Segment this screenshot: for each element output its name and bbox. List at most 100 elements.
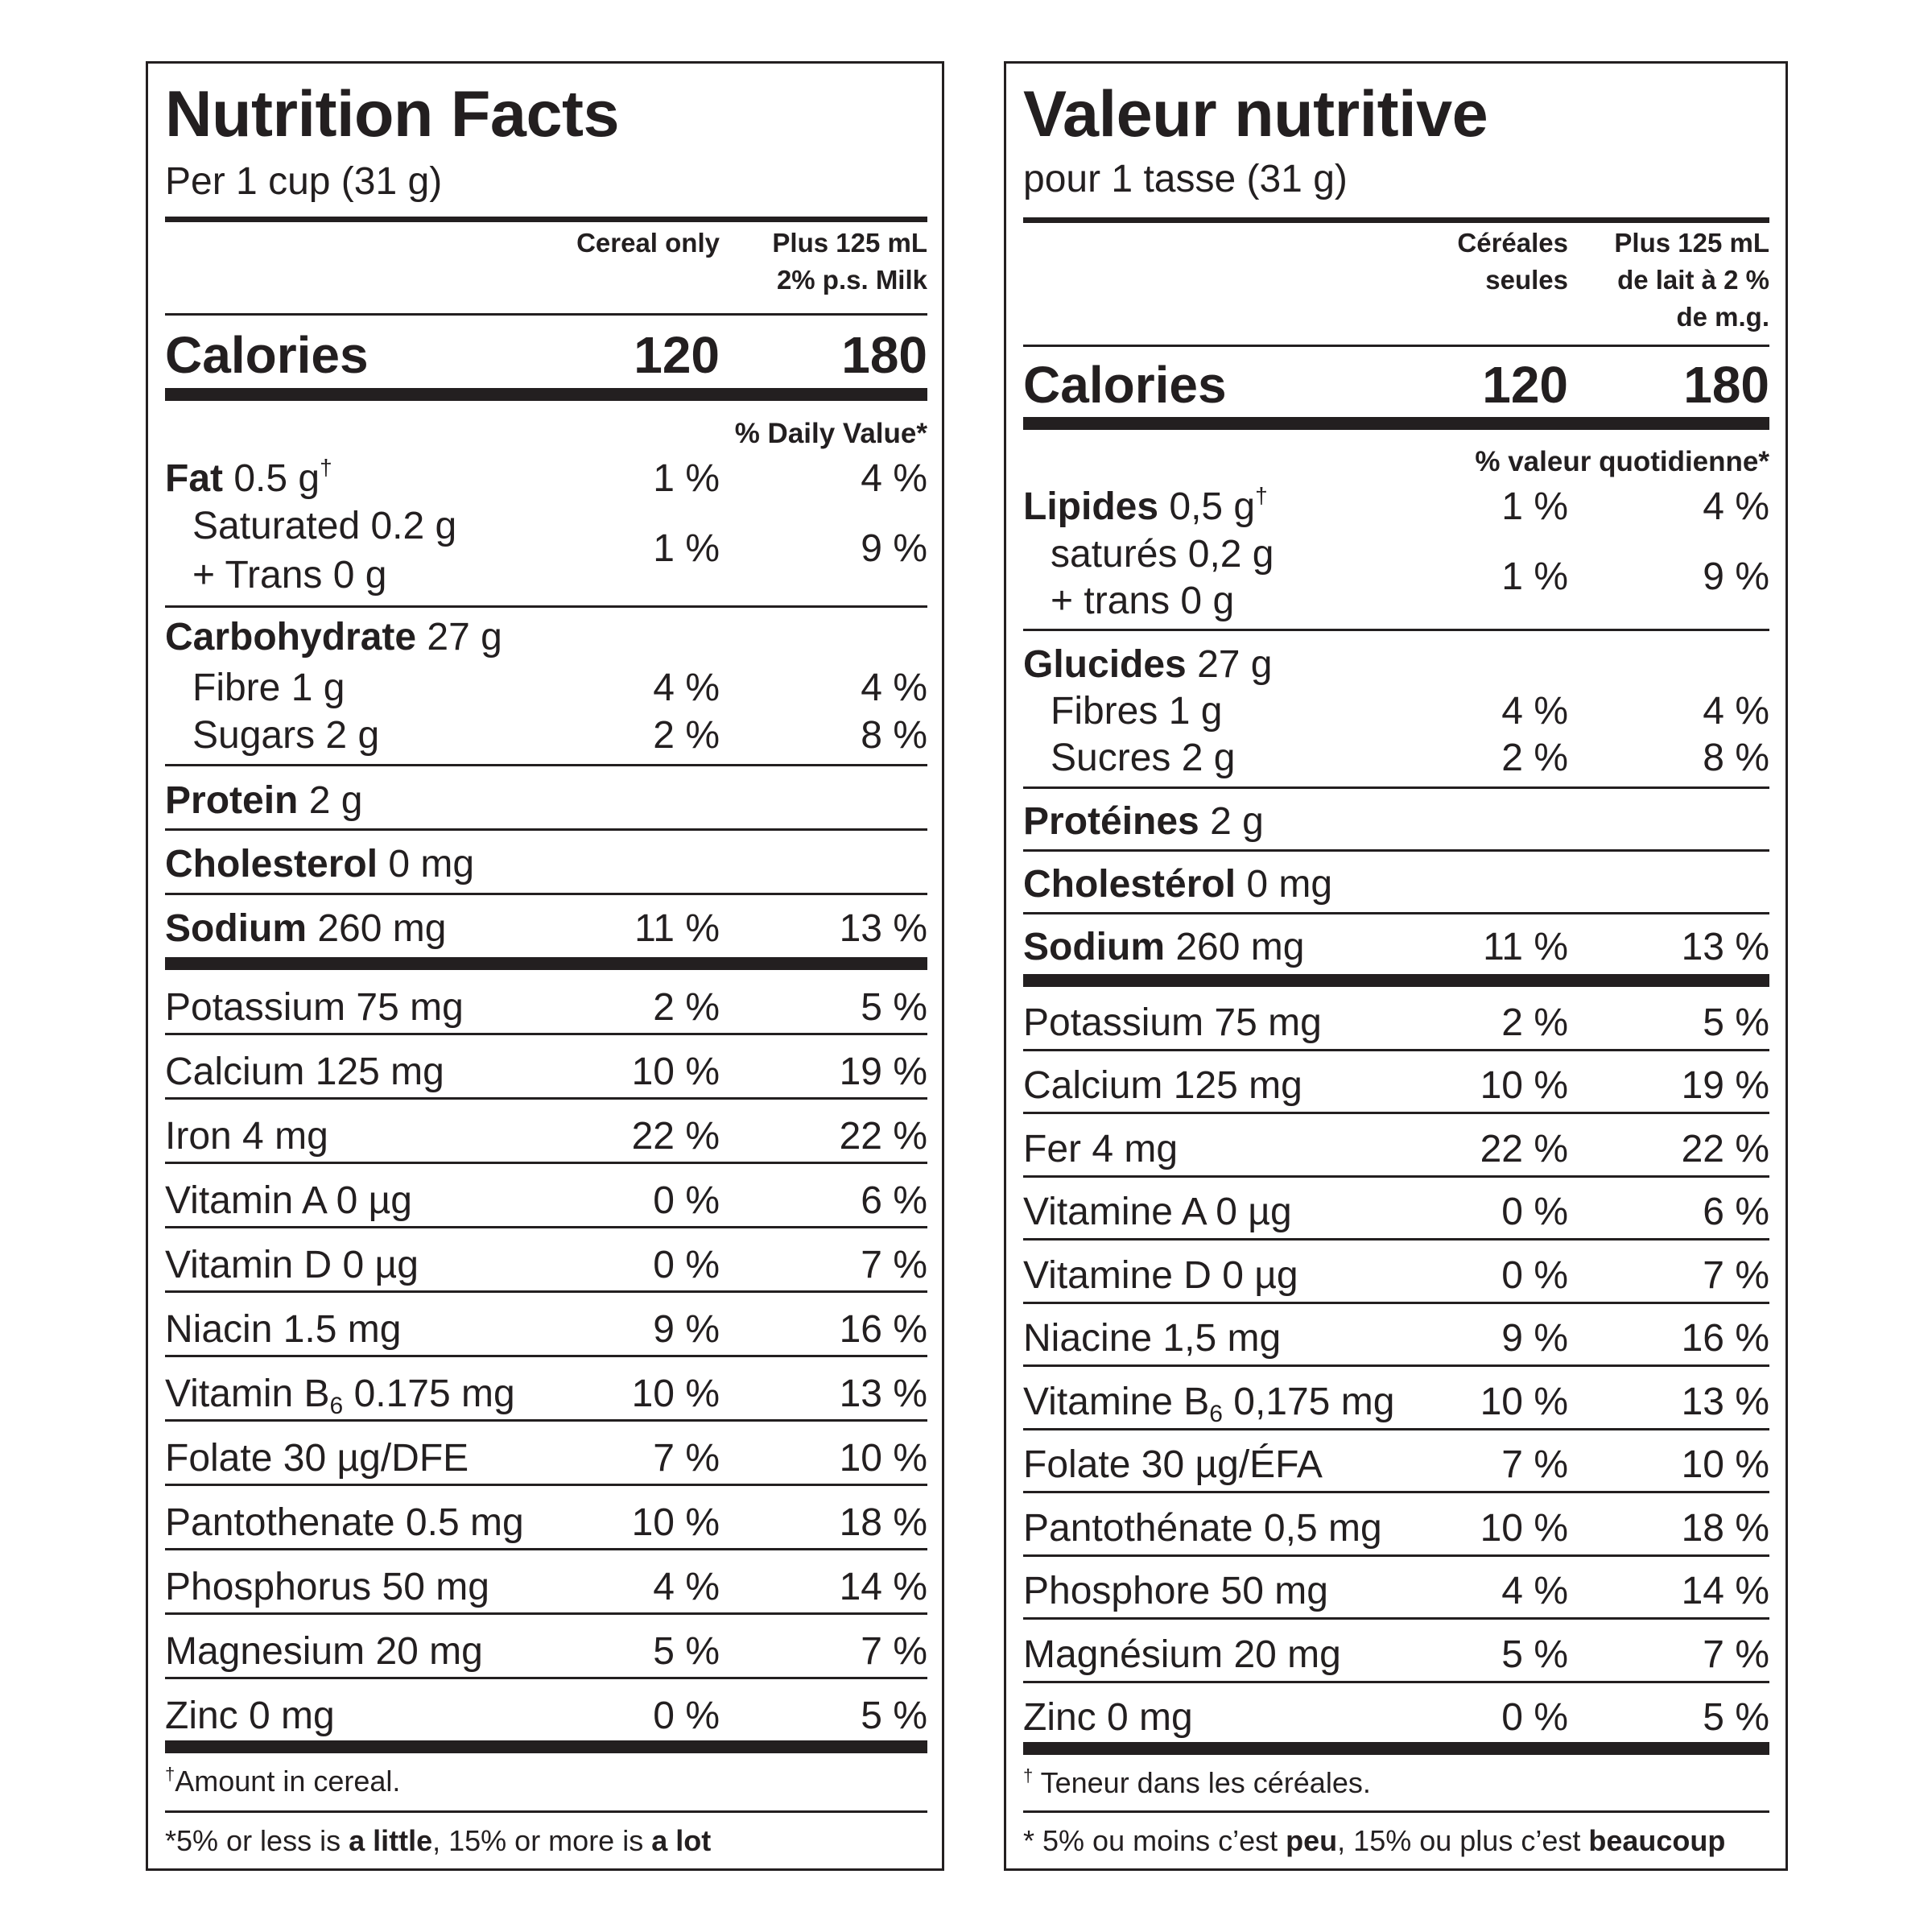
daily-value-cereal-only: 22 % xyxy=(631,1115,720,1158)
daily-value-cereal-only: 7 % xyxy=(1501,1443,1568,1486)
daily-value-with-milk: 13 % xyxy=(839,1373,927,1415)
daily-value-with-milk: 5 % xyxy=(861,986,927,1029)
divider xyxy=(1023,912,1769,914)
daily-value-with-milk: 13 % xyxy=(1681,1381,1769,1423)
column-header-line: Céréales xyxy=(1457,228,1568,258)
nutrient-label: Cholestérol 0 mg xyxy=(1023,863,1333,906)
divider xyxy=(165,1612,927,1615)
nutrient-label: Saturated 0.2 g xyxy=(192,505,457,547)
daily-value-cereal-only: 0 % xyxy=(1501,1696,1568,1739)
nutrient-label: Vitamine A 0 µg xyxy=(1023,1191,1292,1233)
nutrient-name: Carbohydrate xyxy=(165,616,417,658)
daily-value-cereal-only: 10 % xyxy=(631,1051,720,1093)
divider xyxy=(165,1548,927,1550)
nutrient-label: Folate 30 µg/DFE xyxy=(165,1437,469,1480)
daily-value-cereal-only: 4 % xyxy=(1501,1570,1568,1612)
column-header-line: de lait à 2 % xyxy=(1617,265,1769,295)
panel-title: Valeur nutritive xyxy=(1023,78,1488,151)
daily-value-with-milk: 5 % xyxy=(1703,1696,1769,1739)
nutrient-label: Pantothenate 0.5 mg xyxy=(165,1501,524,1544)
daily-value-with-milk: 16 % xyxy=(1681,1317,1769,1360)
divider xyxy=(165,1355,927,1357)
daily-value-with-milk: 4 % xyxy=(861,457,927,500)
daily-value-with-milk: 19 % xyxy=(839,1051,927,1093)
nutrient-label: Sucres 2 g xyxy=(1051,737,1236,779)
divider-thick xyxy=(165,217,927,222)
nutrient-label: Glucides 27 g xyxy=(1023,643,1273,686)
divider xyxy=(1023,1554,1769,1557)
daily-value-with-milk: 10 % xyxy=(1681,1443,1769,1486)
nutrient-label: Vitamin D 0 µg xyxy=(165,1244,419,1286)
daily-value-header: % valeur quotidienne* xyxy=(1475,446,1769,477)
daily-value-cereal-only: 0 % xyxy=(653,1695,720,1737)
subscript: 6 xyxy=(1209,1401,1223,1427)
emphasis: beaucoup xyxy=(1588,1824,1726,1857)
daily-value-with-milk: 13 % xyxy=(1681,926,1769,968)
nutrient-name: Glucides xyxy=(1023,643,1187,686)
nutrient-label: Potassium 75 mg xyxy=(165,986,464,1029)
divider xyxy=(1023,1810,1769,1813)
panel-content: Valeur nutritive pour 1 tasse (31 g) Cér… xyxy=(1023,64,1769,1868)
column-header-line: Plus 125 mL xyxy=(772,228,927,258)
nutrient-name: Lipides xyxy=(1023,485,1159,528)
column-header-line: Cereal only xyxy=(576,228,720,258)
calories-label: Calories xyxy=(1023,356,1227,414)
daily-value-with-milk: 4 % xyxy=(861,667,927,709)
divider xyxy=(1023,1364,1769,1367)
nutrient-label: Magnésium 20 mg xyxy=(1023,1633,1341,1676)
daily-value-with-milk: 4 % xyxy=(1703,485,1769,528)
daily-value-with-milk: 7 % xyxy=(1703,1633,1769,1676)
nutrient-label: Zinc 0 mg xyxy=(1023,1696,1193,1739)
nutrient-label: Fibres 1 g xyxy=(1051,690,1223,733)
divider-heavy xyxy=(1023,1742,1769,1755)
panel-content: Nutrition Facts Per 1 cup (31 g) Cereal … xyxy=(165,64,927,1868)
daily-value-cereal-only: 22 % xyxy=(1480,1128,1568,1170)
nutrient-label: Sodium 260 mg xyxy=(165,907,447,950)
daily-value-cereal-only: 4 % xyxy=(653,667,720,709)
calories-cereal-only: 120 xyxy=(1482,356,1568,414)
daily-value-cereal-only: 1 % xyxy=(1501,485,1568,528)
daily-value-cereal-only: 0 % xyxy=(1501,1191,1568,1233)
nutrient-label: Vitamin B6 0.175 mg xyxy=(165,1373,515,1419)
column-header-with-milk: Plus 125 mL 2% p.s. Milk xyxy=(772,225,927,299)
divider-thick xyxy=(1023,217,1769,223)
divider-heavy xyxy=(165,957,927,970)
daily-value-with-milk: 4 % xyxy=(1703,690,1769,733)
divider xyxy=(1023,849,1769,852)
daily-value-cereal-only: 1 % xyxy=(653,527,720,570)
nutrient-label: Lipides 0,5 g† xyxy=(1023,483,1268,528)
divider xyxy=(165,764,927,766)
divider xyxy=(165,1097,927,1100)
dagger-symbol: † xyxy=(1023,1765,1034,1785)
daily-value-with-milk: 18 % xyxy=(839,1501,927,1544)
emphasis: a lot xyxy=(651,1824,712,1857)
nutrient-label: + trans 0 g xyxy=(1051,580,1235,622)
nutrient-label: Folate 30 µg/ÉFA xyxy=(1023,1443,1323,1486)
daily-value-cereal-only: 0 % xyxy=(653,1244,720,1286)
dagger-symbol: † xyxy=(165,1764,175,1784)
divider xyxy=(1023,1617,1769,1620)
column-header-line: 2% p.s. Milk xyxy=(776,265,927,295)
column-header-line: seules xyxy=(1485,265,1568,295)
daily-value-with-milk: 10 % xyxy=(839,1437,927,1480)
dagger-symbol: † xyxy=(320,455,332,480)
nutrient-label: Niacine 1,5 mg xyxy=(1023,1317,1282,1360)
nutrient-label: Protéines 2 g xyxy=(1023,800,1264,843)
nutrient-label: Sugars 2 g xyxy=(192,714,380,757)
daily-value-header: % Daily Value* xyxy=(734,418,927,449)
divider-heavy xyxy=(165,388,927,401)
divider xyxy=(1023,1049,1769,1051)
daily-value-cereal-only: 10 % xyxy=(1480,1381,1568,1423)
daily-value-cereal-only: 2 % xyxy=(1501,1001,1568,1044)
daily-value-with-milk: 14 % xyxy=(1681,1570,1769,1612)
nutrition-facts-panel-french: Valeur nutritive pour 1 tasse (31 g) Cér… xyxy=(1004,61,1788,1871)
daily-value-cereal-only: 5 % xyxy=(653,1630,720,1673)
column-header-cereal-only: Céréales seules xyxy=(1457,225,1568,299)
daily-value-with-milk: 6 % xyxy=(861,1179,927,1222)
calories-label: Calories xyxy=(165,326,369,384)
calories-cereal-only: 120 xyxy=(634,326,720,384)
calories-with-milk: 180 xyxy=(841,326,927,384)
nutrient-name: Sodium xyxy=(165,907,307,950)
daily-value-with-milk: 8 % xyxy=(861,714,927,757)
column-header-cereal-only: Cereal only xyxy=(576,225,720,262)
